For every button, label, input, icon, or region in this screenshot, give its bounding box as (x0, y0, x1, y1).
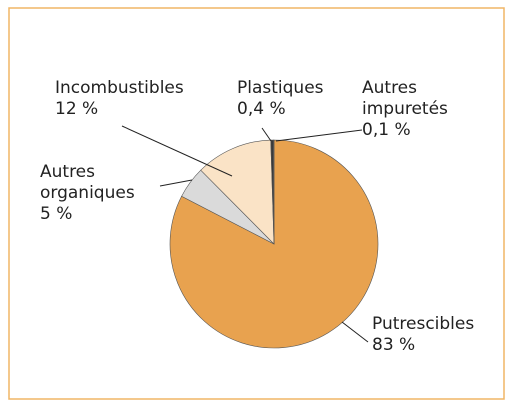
leader-line (275, 129, 363, 142)
value-label: 12 % (55, 99, 99, 119)
category-label: Putrescibles (372, 314, 475, 334)
category-label: Autres organiques (40, 162, 135, 203)
pie-slice (273, 139, 275, 245)
label: Incombustibles 12 % (55, 78, 184, 120)
label: Putrescibles 83 % (372, 314, 474, 356)
category-label: Plastiques (237, 78, 324, 98)
value-label: 5 % (40, 204, 73, 224)
pie-slice (200, 139, 275, 245)
slices (169, 139, 379, 349)
label: Plastiques 0,4 % (237, 78, 324, 120)
leader-line (121, 125, 233, 177)
label: Autres organiques 5 % (40, 162, 152, 225)
category-label: Incombustibles (55, 78, 184, 98)
value-label: 0,4 % (237, 99, 286, 119)
category-label: Autres impuretés (362, 78, 448, 119)
value-label: 83 % (372, 335, 416, 355)
leaders (121, 125, 369, 343)
label: Autres impuretés 0,1 % (362, 78, 462, 141)
leader-line (341, 321, 369, 343)
value-label: 0,1 % (362, 120, 411, 140)
leader-line (159, 179, 193, 187)
leader-line (261, 127, 272, 142)
